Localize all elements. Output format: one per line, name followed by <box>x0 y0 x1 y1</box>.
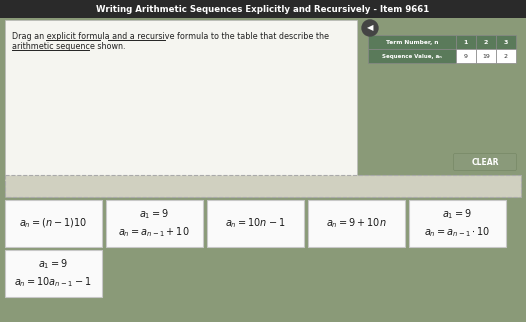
Text: $a_1 = 9$: $a_1 = 9$ <box>38 257 68 271</box>
Text: $a_n = a_{n-1} \cdot 10$: $a_n = a_{n-1} \cdot 10$ <box>424 225 490 239</box>
Bar <box>496 49 516 63</box>
Bar <box>476 35 496 49</box>
Bar <box>0 0 526 18</box>
Text: $a_n = 9+10n$: $a_n = 9+10n$ <box>326 216 386 230</box>
FancyBboxPatch shape <box>106 200 203 247</box>
Circle shape <box>362 20 378 36</box>
Bar <box>456 35 476 49</box>
FancyBboxPatch shape <box>453 154 517 171</box>
Bar <box>496 35 516 49</box>
Text: 19: 19 <box>482 53 490 59</box>
Text: $a_1 = 9$: $a_1 = 9$ <box>442 207 472 221</box>
Bar <box>5 175 521 197</box>
Bar <box>368 35 456 49</box>
Text: Drag an explicit formula and a recursive formula to the table that describe the: Drag an explicit formula and a recursive… <box>12 32 329 41</box>
Bar <box>476 49 496 63</box>
Text: Term Number, n: Term Number, n <box>386 40 438 44</box>
FancyBboxPatch shape <box>409 200 505 247</box>
FancyBboxPatch shape <box>5 250 102 297</box>
Text: ◀: ◀ <box>367 24 373 33</box>
Bar <box>456 49 476 63</box>
Text: 9: 9 <box>464 53 468 59</box>
Bar <box>5 20 357 180</box>
Text: CLEAR: CLEAR <box>471 157 499 166</box>
Text: arithmetic sequence shown.: arithmetic sequence shown. <box>12 42 126 51</box>
Text: 3: 3 <box>504 40 508 44</box>
Text: $a_n = a_{n-1}+10$: $a_n = a_{n-1}+10$ <box>118 225 190 239</box>
Text: $a_n = (n-1)10$: $a_n = (n-1)10$ <box>19 216 87 230</box>
Text: Sequence Value, aₙ: Sequence Value, aₙ <box>382 53 442 59</box>
FancyBboxPatch shape <box>5 200 102 247</box>
Text: $a_1 = 9$: $a_1 = 9$ <box>139 207 169 221</box>
Text: 2: 2 <box>484 40 488 44</box>
FancyBboxPatch shape <box>308 200 404 247</box>
Text: 1: 1 <box>464 40 468 44</box>
Text: Writing Arithmetic Sequences Explicitly and Recursively - Item 9661: Writing Arithmetic Sequences Explicitly … <box>96 5 430 14</box>
Text: $a_n = 10a_{n-1}-1$: $a_n = 10a_{n-1}-1$ <box>14 275 92 289</box>
Text: 2: 2 <box>504 53 508 59</box>
Text: $a_n = 10n-1$: $a_n = 10n-1$ <box>225 216 285 230</box>
FancyBboxPatch shape <box>207 200 304 247</box>
Bar <box>368 49 456 63</box>
